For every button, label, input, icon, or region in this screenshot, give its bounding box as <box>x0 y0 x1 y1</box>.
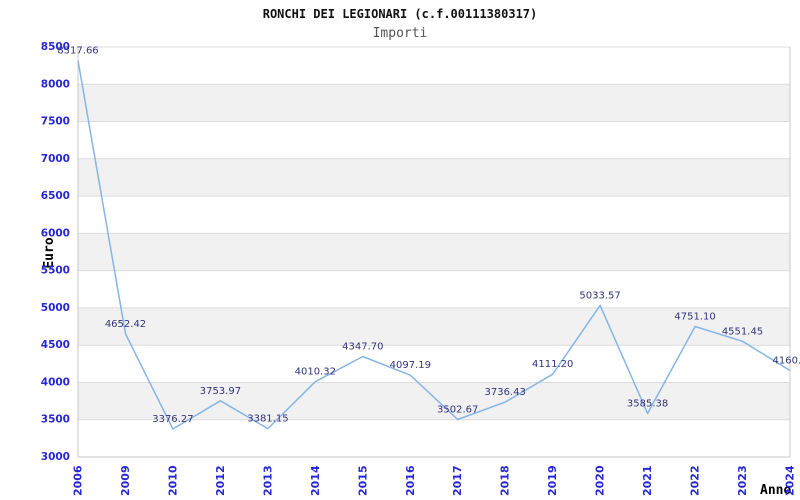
plot-band <box>78 158 790 197</box>
x-axis-tick-label: 2009 <box>119 465 132 496</box>
y-axis-tick-label: 6500 <box>41 190 70 202</box>
plot-band <box>78 382 790 420</box>
y-axis-tick-label: 5000 <box>41 302 70 314</box>
plot-band <box>78 307 790 346</box>
data-point-label: 4010.32 <box>295 367 336 378</box>
x-axis-tick-label: 2022 <box>689 465 702 496</box>
data-point-label: 3376.27 <box>152 414 193 425</box>
data-point-label: 3585.38 <box>627 398 668 409</box>
data-point-label: 4347.70 <box>342 342 383 353</box>
y-axis-tick-label: 3000 <box>41 451 70 463</box>
data-point-label: 4551.45 <box>722 326 763 337</box>
chart-title: RONCHI DEI LEGIONARI (c.f.00111380317) <box>262 7 538 21</box>
y-axis-tick-label: 4000 <box>41 377 70 389</box>
data-point-label: 8317.66 <box>57 46 98 57</box>
x-axis-tick-label: 2017 <box>451 465 464 496</box>
plot-band <box>78 84 790 122</box>
x-axis-tick-label: 2006 <box>72 465 85 496</box>
x-axis-tick-label: 2023 <box>736 465 749 496</box>
x-axis-tick-label: 2024 <box>784 465 797 496</box>
x-axis-tick-label: 2018 <box>499 465 512 496</box>
data-point-label: 4111.20 <box>532 359 573 370</box>
y-axis-tick-label: 7500 <box>41 116 70 128</box>
y-axis-tick-label: 6000 <box>41 227 70 239</box>
x-axis-tick-label: 2012 <box>214 465 227 496</box>
plot-band <box>78 233 790 271</box>
x-axis-tick-label: 2020 <box>594 465 607 496</box>
data-point-label: 4652.42 <box>105 319 146 330</box>
x-axis-tick-label: 2015 <box>356 465 369 496</box>
series-line <box>77 60 791 430</box>
x-axis-tick-label: 2016 <box>404 465 417 496</box>
data-point-label: 3753.97 <box>200 386 241 397</box>
y-axis-tick-label: 4500 <box>41 339 70 351</box>
chart-subtitle: Importi <box>372 26 428 41</box>
x-axis-tick-label: 2013 <box>261 465 274 496</box>
data-point-label: 3502.67 <box>437 405 478 416</box>
x-axis-tick-label: 2019 <box>546 465 559 496</box>
x-axis-tick-label: 2014 <box>309 465 322 496</box>
data-point-label: 4751.10 <box>674 312 715 323</box>
data-point-label: 3736.43 <box>485 387 526 398</box>
x-axis-name-label: Anno <box>760 483 792 498</box>
x-axis-tick-label: 2021 <box>641 465 654 496</box>
data-point-label: 4097.19 <box>390 360 431 371</box>
data-point-label: 5033.57 <box>579 290 620 301</box>
y-axis-tick-label: 3500 <box>41 414 70 426</box>
y-axis-tick-label: 5500 <box>41 265 70 277</box>
data-point-label: 4160.6 <box>773 356 800 367</box>
y-axis-tick-label: 8500 <box>41 41 70 53</box>
x-axis-tick-label: 2010 <box>166 465 179 496</box>
data-point-label: 3381.15 <box>247 414 288 425</box>
y-axis-tick-label: 8000 <box>41 78 70 90</box>
y-axis-tick-label: 7000 <box>41 153 70 165</box>
